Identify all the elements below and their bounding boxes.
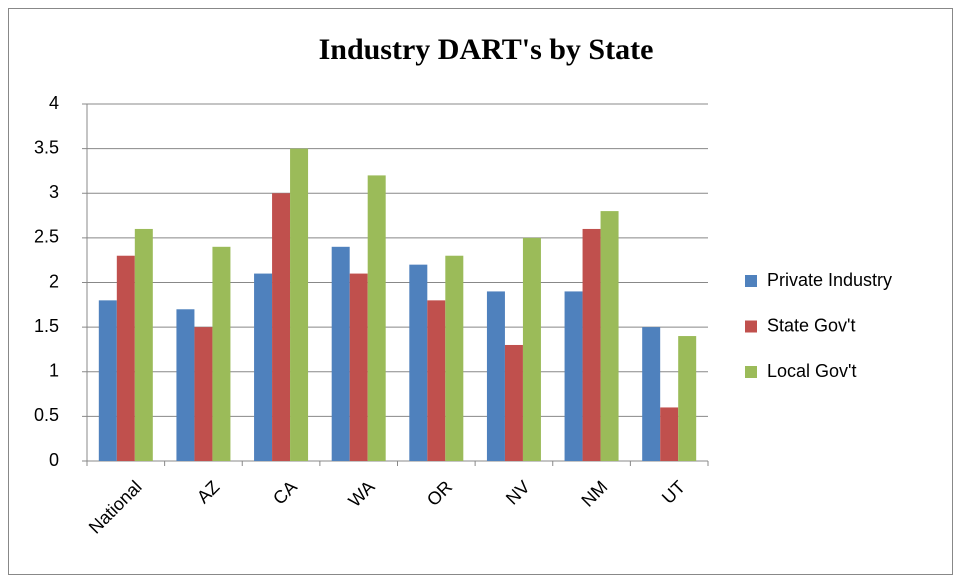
y-tick-label: 4 bbox=[49, 93, 59, 113]
bar bbox=[134, 228, 153, 461]
bar bbox=[116, 255, 135, 461]
bar bbox=[290, 148, 309, 461]
bar bbox=[678, 336, 697, 461]
bar bbox=[272, 193, 291, 461]
bar bbox=[176, 309, 195, 461]
chart-frame bbox=[8, 8, 953, 575]
legend-swatch bbox=[745, 320, 757, 333]
bar bbox=[349, 273, 368, 461]
bar bbox=[445, 255, 464, 461]
y-tick-label: 3.5 bbox=[34, 137, 59, 157]
bar bbox=[331, 246, 350, 461]
y-tick-label: 0.5 bbox=[34, 405, 59, 425]
legend-swatch bbox=[745, 366, 757, 378]
legend-label: State Gov't bbox=[767, 315, 855, 335]
bar bbox=[486, 291, 505, 461]
bar bbox=[504, 344, 523, 461]
bar bbox=[582, 228, 601, 461]
y-tick-label: 3 bbox=[49, 182, 59, 202]
legend-label: Local Gov't bbox=[767, 361, 856, 381]
y-tick-label: 2.5 bbox=[34, 227, 59, 247]
bar bbox=[194, 327, 213, 461]
y-tick-label: 0 bbox=[49, 450, 59, 470]
y-tick-label: 2 bbox=[49, 271, 59, 291]
bar bbox=[254, 273, 273, 461]
bar bbox=[98, 300, 117, 461]
bar bbox=[212, 246, 231, 461]
bar bbox=[660, 407, 679, 461]
bar bbox=[600, 211, 619, 461]
y-tick-label: 1.5 bbox=[34, 316, 59, 336]
bar bbox=[564, 291, 583, 461]
y-tick-label: 1 bbox=[49, 361, 59, 381]
bar bbox=[427, 300, 446, 461]
bar bbox=[642, 327, 661, 461]
bar bbox=[367, 175, 386, 461]
chart-title: Industry DART's by State bbox=[319, 33, 654, 66]
bar bbox=[522, 237, 541, 461]
bar bbox=[409, 264, 428, 461]
legend-swatch bbox=[745, 275, 757, 287]
legend-label: Private Industry bbox=[767, 270, 892, 290]
